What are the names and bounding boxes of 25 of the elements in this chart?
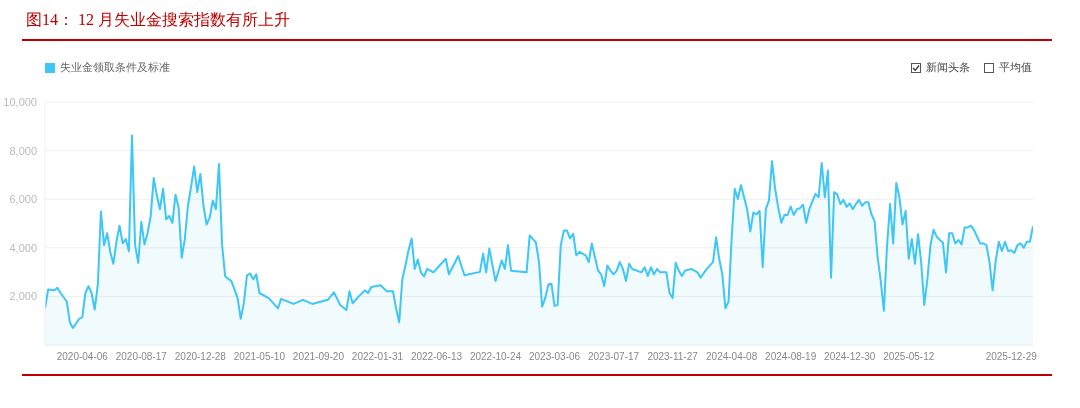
x-tick-label: 2020-08-17 xyxy=(115,351,168,363)
x-tick-label: 2022-10-24 xyxy=(469,351,522,363)
y-tick-label: 8,000 xyxy=(9,144,37,157)
text: 平均值 xyxy=(999,60,1032,75)
text: 新闻头条 xyxy=(926,60,970,75)
x-tick-label: 2021-05-10 xyxy=(233,351,286,363)
y-tick-label: 2,000 xyxy=(9,290,37,303)
x-tick-label: 2024-12-30 xyxy=(824,351,876,363)
legend-label: 失业金领取条件及标准 xyxy=(60,60,170,75)
x-tick-label: 2022-01-31 xyxy=(351,351,404,363)
x-tick-label: 2020-12-28 xyxy=(174,351,227,363)
y-tick-label: 10,000 xyxy=(3,95,37,108)
chart-title: 图14： 12 月失业金搜索指数有所上升 xyxy=(26,11,290,28)
x-tick-label: 2024-04-08 xyxy=(706,351,758,363)
y-tick-label: 4,000 xyxy=(9,241,37,254)
x-tick-label: 2024-08-19 xyxy=(765,351,817,363)
x-tick-label: 2023-11-27 xyxy=(647,351,699,363)
x-tick-label: 2025-12-29 xyxy=(985,351,1038,363)
x-tick-label: 2023-07-17 xyxy=(587,351,640,363)
x-tick-label: 2022-06-13 xyxy=(410,351,463,363)
y-tick-label: 6,000 xyxy=(9,193,37,206)
x-tick-label: 2020-04-06 xyxy=(56,351,109,363)
x-tick-label: 2025-05-12 xyxy=(883,351,935,363)
x-tick-label: 2023-03-06 xyxy=(528,351,581,363)
x-tick-label: 2021-09-20 xyxy=(292,351,345,363)
